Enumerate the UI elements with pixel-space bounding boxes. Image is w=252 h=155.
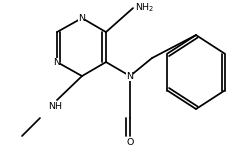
Text: O: O [126, 138, 133, 147]
Text: NH: NH [48, 102, 62, 111]
Text: N: N [126, 72, 133, 81]
Text: N: N [78, 14, 85, 23]
Text: N: N [53, 58, 60, 66]
Text: NH$_2$: NH$_2$ [135, 2, 154, 14]
